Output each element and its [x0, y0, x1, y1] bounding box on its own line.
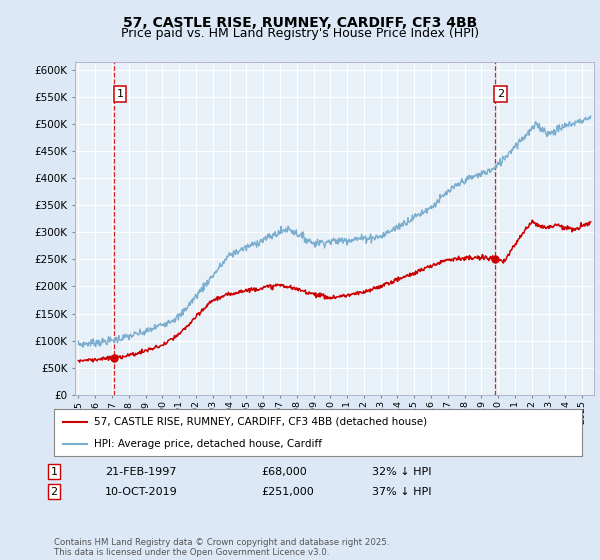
Text: 1: 1	[116, 89, 124, 99]
Text: 57, CASTLE RISE, RUMNEY, CARDIFF, CF3 4BB (detached house): 57, CASTLE RISE, RUMNEY, CARDIFF, CF3 4B…	[94, 417, 427, 427]
Text: HPI: Average price, detached house, Cardiff: HPI: Average price, detached house, Card…	[94, 438, 322, 449]
Text: 57, CASTLE RISE, RUMNEY, CARDIFF, CF3 4BB: 57, CASTLE RISE, RUMNEY, CARDIFF, CF3 4B…	[123, 16, 477, 30]
Text: 32% ↓ HPI: 32% ↓ HPI	[372, 466, 431, 477]
Text: 21-FEB-1997: 21-FEB-1997	[105, 466, 176, 477]
Text: 2: 2	[50, 487, 58, 497]
Text: Contains HM Land Registry data © Crown copyright and database right 2025.
This d: Contains HM Land Registry data © Crown c…	[54, 538, 389, 557]
Text: £68,000: £68,000	[261, 466, 307, 477]
Text: 1: 1	[50, 466, 58, 477]
Text: 37% ↓ HPI: 37% ↓ HPI	[372, 487, 431, 497]
Text: 10-OCT-2019: 10-OCT-2019	[105, 487, 178, 497]
Text: 2: 2	[497, 89, 504, 99]
Text: Price paid vs. HM Land Registry's House Price Index (HPI): Price paid vs. HM Land Registry's House …	[121, 27, 479, 40]
Text: £251,000: £251,000	[261, 487, 314, 497]
